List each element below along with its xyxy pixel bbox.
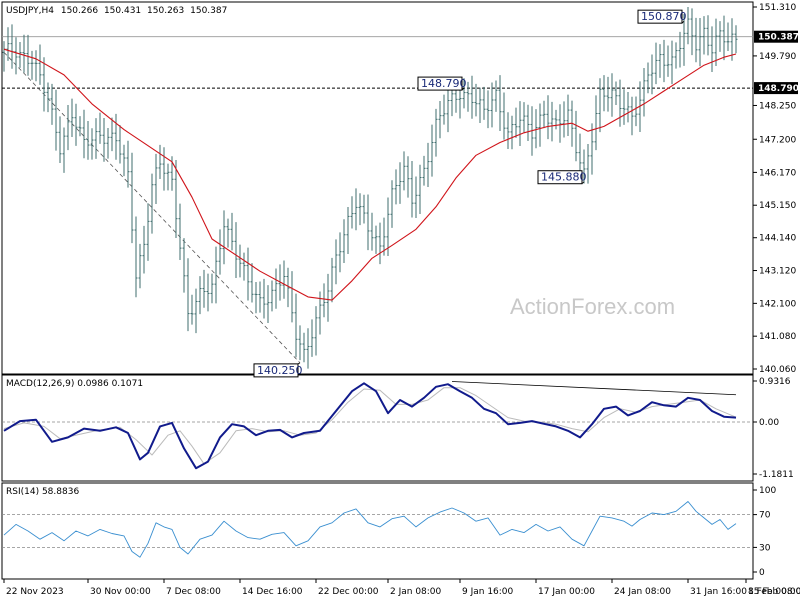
price-axis-tick-label: 149.790 [759, 52, 796, 62]
symbol-label: USDJPY,H4 [6, 6, 54, 16]
macd-axis-tick-label: 0.9316 [759, 377, 791, 387]
macd-trendline [451, 381, 737, 396]
rsi-axis-tick-label: 0 [759, 568, 765, 578]
time-axis-label: 17 Jan 00:00 [538, 587, 595, 597]
time-axis-label: 14 Dec 16:00 [242, 587, 303, 597]
rsi-line [3, 501, 737, 558]
time-axis-label: 22 Dec 00:00 [318, 587, 379, 597]
price-axis-tick-label: 148.250 [759, 101, 796, 111]
point-label-leader [681, 20, 685, 24]
price-axis-tick-label: 140.060 [759, 365, 796, 375]
moving-average-line [3, 48, 737, 301]
resistance-tag-box [754, 82, 798, 95]
price-point-label: 145.880 [537, 170, 587, 185]
time-axis-label: 15 Feb 08:00 [748, 587, 800, 597]
ohlc-open: 150.266 [61, 6, 98, 16]
resistance-tag-text: 148.790 [758, 84, 799, 94]
point-label-box [417, 76, 463, 91]
rsi-label: RSI(14) 58.8836 [6, 487, 79, 497]
point-label-box [637, 9, 683, 24]
current-price-tag-box [754, 30, 798, 43]
price-axis-tick-label: 143.120 [759, 267, 796, 277]
point-label-text: 145.880 [541, 171, 587, 184]
macd-label: MACD(12,26,9) 0.0986 0.1071 [6, 379, 143, 389]
price-point-label: 148.790 [417, 76, 467, 91]
macd-plot [2, 381, 753, 470]
price-axis-tick-label: 144.140 [759, 234, 796, 244]
watermark: ActionForex.com [510, 294, 675, 319]
ohlc-close: 150.387 [190, 6, 227, 16]
main-pane [1, 1, 754, 375]
time-axis-label: 24 Jan 08:00 [614, 587, 671, 597]
price-axis-tick-label: 147.200 [759, 135, 796, 145]
time-axis-label: 9 Jan 16:00 [462, 587, 514, 597]
time-axis-label: 8 Feb 00:00 [748, 587, 800, 597]
main-plot: 150.870 148.790 145.880 140.250 [2, 7, 753, 378]
current-price-tag-text: 150.387 [758, 33, 799, 43]
macd-axis-tick-label: 0.00 [759, 418, 779, 428]
time-axis-label: 30 Nov 00:00 [90, 587, 151, 597]
macd-axis-tick-label: -1.1811 [759, 470, 794, 480]
axes: 151.310 149.790 148.250 147.200 146.170 145.1… [3, 3, 800, 597]
time-axis-label: 22 Nov 2023 [6, 587, 64, 597]
point-label-box [537, 170, 583, 185]
price-point-label: 140.250 [253, 362, 303, 378]
rsi-axis-tick-label: 70 [759, 511, 771, 521]
point-label-leader [461, 87, 465, 91]
price-axis-tick-label: 146.170 [759, 168, 796, 178]
symbol-header: USDJPY,H4 150.266 150.431 150.263 150.38… [6, 6, 227, 16]
point-label-text: 140.250 [257, 364, 303, 377]
point-label-leader [581, 181, 585, 185]
rsi-axis-tick-label: 30 [759, 543, 771, 553]
point-label-box [253, 363, 299, 378]
price-axis-tick-label: 151.310 [759, 3, 796, 13]
macd-line [3, 382, 737, 470]
falling-trendline [3, 52, 301, 364]
point-label-text: 148.790 [421, 77, 467, 90]
ohlc-low: 150.263 [147, 6, 184, 16]
ohlc-high: 150.431 [104, 6, 141, 16]
time-axis-label: 2 Jan 08:00 [390, 587, 442, 597]
time-axis-label: 7 Dec 08:00 [166, 587, 221, 597]
point-label-text: 150.870 [641, 10, 687, 23]
point-label-leader [297, 362, 301, 365]
rsi-plot [2, 501, 753, 558]
price-axis-tick-label: 142.100 [759, 299, 796, 309]
rsi-axis-tick-label: 100 [759, 486, 776, 496]
price-point-label: 150.870 [637, 9, 687, 24]
price-axis-tick-label: 145.150 [759, 201, 796, 211]
time-axis-label: 31 Jan 16:00 [690, 587, 747, 597]
price-axis-tick-label: 141.080 [759, 332, 796, 342]
rsi-pane [1, 482, 754, 580]
